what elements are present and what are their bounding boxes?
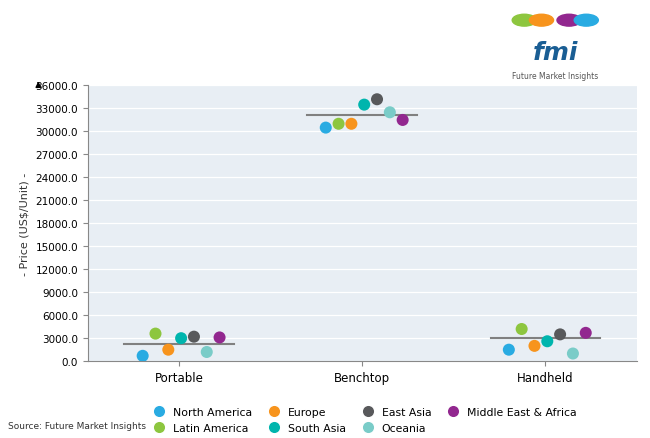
Point bbox=[580, 329, 591, 336]
Point bbox=[150, 330, 161, 337]
Text: fmi: fmi bbox=[532, 40, 578, 64]
Point bbox=[542, 338, 552, 345]
Circle shape bbox=[574, 15, 599, 27]
Point bbox=[138, 353, 148, 360]
Point bbox=[555, 331, 566, 338]
Point bbox=[163, 346, 174, 353]
Circle shape bbox=[529, 15, 554, 27]
Y-axis label: - Price (US$/Unit) -: - Price (US$/Unit) - bbox=[20, 172, 30, 276]
Point bbox=[346, 121, 357, 128]
Point bbox=[397, 117, 408, 124]
Circle shape bbox=[512, 15, 536, 27]
Point bbox=[214, 334, 225, 341]
Point bbox=[333, 121, 344, 128]
Point bbox=[517, 326, 527, 333]
Point bbox=[359, 102, 369, 109]
Text: Key Regions by Product Type, 2020: Key Regions by Product Type, 2020 bbox=[12, 49, 246, 62]
Legend: North America, Latin America, Europe, South Asia, East Asia, Oceania, Middle Eas: North America, Latin America, Europe, So… bbox=[144, 403, 581, 438]
Point bbox=[176, 335, 187, 342]
Point bbox=[529, 343, 539, 350]
Point bbox=[188, 333, 199, 340]
Point bbox=[372, 96, 382, 103]
Point bbox=[567, 350, 578, 357]
Text: Source: Future Market Insights: Source: Future Market Insights bbox=[8, 421, 146, 430]
Point bbox=[504, 346, 514, 353]
Text: Global Optical Spectrum Analyzer Market Price Benchmark in: Global Optical Spectrum Analyzer Market … bbox=[12, 18, 419, 32]
Point bbox=[320, 125, 331, 132]
Point bbox=[385, 110, 395, 117]
Text: Future Market Insights: Future Market Insights bbox=[512, 71, 599, 81]
Point bbox=[202, 349, 212, 356]
Circle shape bbox=[557, 15, 581, 27]
